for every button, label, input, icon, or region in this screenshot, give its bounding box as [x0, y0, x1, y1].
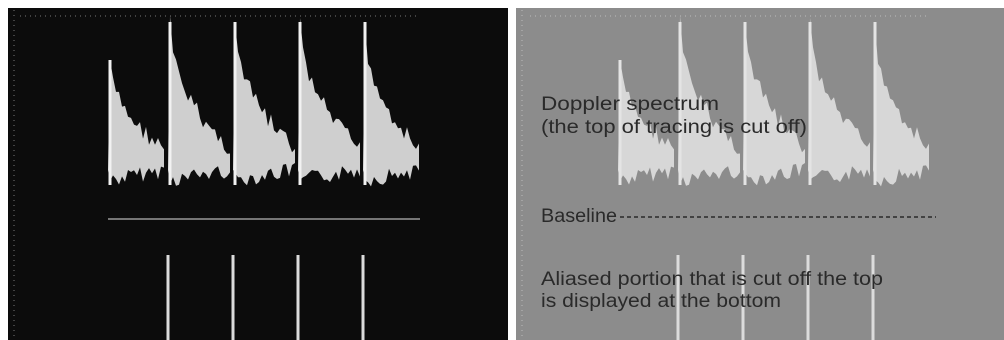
annotation: (the top of tracing is cut off)	[541, 117, 807, 138]
right-waveform	[618, 15, 929, 340]
waveform-part	[168, 15, 230, 186]
annotation: Doppler spectrum	[541, 94, 719, 115]
annotation: Baseline	[541, 206, 617, 227]
waveform-part	[873, 24, 929, 187]
waveform-part	[233, 23, 295, 186]
waveform-part	[363, 24, 419, 187]
waveform-part	[298, 18, 360, 182]
waveform-part	[618, 59, 674, 185]
left-waveform	[108, 15, 419, 340]
waveform-part	[678, 15, 740, 186]
annotation: is displayed at the bottom	[541, 291, 781, 312]
waveform-part	[808, 18, 870, 182]
waveform-part	[108, 59, 164, 185]
annotation: Aliased portion that is cut off the top	[541, 269, 883, 290]
waveform-part	[743, 23, 805, 186]
